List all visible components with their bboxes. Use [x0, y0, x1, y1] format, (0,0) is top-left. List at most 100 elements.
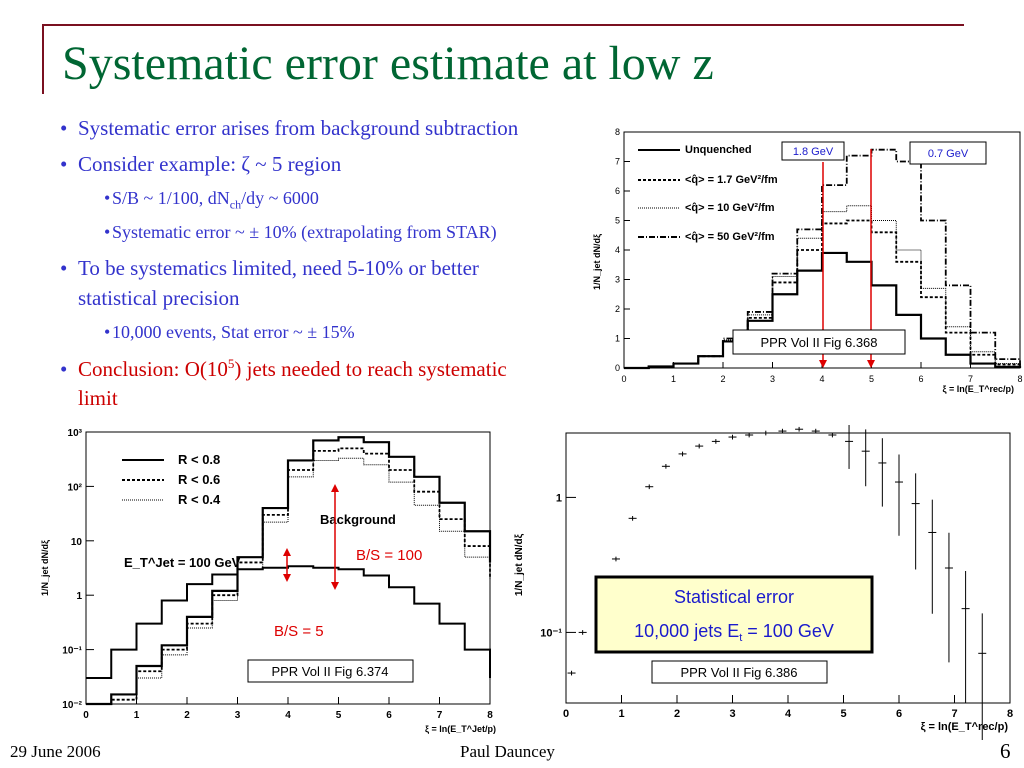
sub-bullet-3-text: 10,000 events, Stat error ~ ± 15% — [112, 322, 355, 342]
bullet-2-text-end: ~ 5 region — [250, 152, 342, 176]
bullet-4-sup: 5 — [227, 356, 235, 371]
legend-label-q17: <q̂> = 1.7 GeV²/fm — [685, 174, 778, 186]
sub-bullet-2-text: Systematic error ~ ± 10% (extrapolating … — [112, 222, 497, 242]
fig-ref-box — [732, 329, 906, 355]
sub-bullet-1-text-end: /dy ~ 6000 — [241, 188, 319, 208]
bullet-4-text-end: ) jets needed to reach systematic — [234, 357, 507, 381]
chart-fig-386: 1/N_jet dN/dξ 0 1 2 3 4 5 6 7 8 10⁻¹ 1 Statistical… — [514, 425, 1013, 740]
zeta-symbol: ζ — [241, 152, 250, 176]
bullet-3: • To be systematics limited, need 5-10% o… — [60, 256, 479, 280]
x-tick-label: 5 — [869, 374, 874, 384]
fig-ref-box — [651, 660, 828, 684]
y-tick-label: 10⁻¹ — [540, 627, 562, 639]
footer-date: 29 June 2006 — [10, 742, 101, 761]
bullet-3-line2: statistical precision — [78, 286, 240, 310]
footer-author: Paul Dauncey — [460, 742, 555, 761]
y-tick-label: 1 — [615, 334, 620, 344]
legend: R < 0.8 R < 0.6 R < 0.4 — [122, 452, 221, 507]
footer-page-number: 6 — [1000, 739, 1011, 763]
background-label: Background — [320, 512, 396, 527]
x-tick-label: 1 — [134, 710, 140, 721]
y-tick-label: 1 — [556, 492, 562, 504]
stat-error-title: Statistical error — [674, 587, 794, 607]
y-tick-label: 0 — [615, 363, 620, 373]
legend-label-q10: <q̂> = 10 GeV²/fm — [685, 202, 775, 214]
y-tick-label: 4 — [615, 245, 620, 255]
x-tick-label: 3 — [770, 374, 775, 384]
title-rule-side — [42, 24, 44, 94]
legend-label-r06: R < 0.6 — [178, 472, 220, 487]
title-rule-top — [42, 24, 964, 26]
arrowhead-1-8 — [819, 360, 827, 368]
x-tick-label: 8 — [487, 710, 493, 721]
x-tick-label: 4 — [285, 710, 291, 721]
y-tick-label: 2 — [615, 304, 620, 314]
label-0-7-gev: 0.7 GeV — [928, 148, 969, 160]
x-tick-label: 7 — [951, 708, 957, 720]
label-box-0-7 — [909, 141, 987, 165]
b-s-100-label: B/S = 100 — [356, 547, 422, 564]
bullet-3-text: To be systematics limited, need 5-10% or… — [78, 256, 479, 280]
x-axis-label: ξ = ln(E_T^Jet/p) — [425, 724, 496, 734]
y-axis-label: 1/N_jet dN/dξ — [514, 533, 525, 596]
y-tick-label: 8 — [615, 127, 620, 137]
y-tick-label: 10⁻² — [62, 700, 82, 711]
fig-ref-374: PPR Vol II Fig 6.374 — [271, 664, 388, 679]
arrowhead-bottom-100 — [331, 582, 339, 590]
x-tick-label: 7 — [437, 710, 443, 721]
sub-bullet-2: •Systematic error ~ ± 10% (extrapolating… — [104, 222, 497, 242]
x-tick-label: 7 — [968, 374, 973, 384]
stat-error-detail-sub: t — [739, 632, 742, 644]
y-axis-label: 1/N_jet dN/dξ — [592, 234, 602, 290]
y-axis-label: 1/N_jet dN/dξ — [40, 540, 50, 596]
x-tick-label: 4 — [819, 374, 824, 384]
label-box-1-8 — [781, 141, 845, 161]
sub-bullet-1-text: S/B ~ 1/100, dN — [112, 188, 230, 208]
y-tick-label: 7 — [615, 157, 620, 167]
legend: Unquenched <q̂> = 1.7 GeV²/fm <q̂> = 10 … — [638, 144, 778, 243]
arrowhead-bottom-5 — [283, 574, 291, 582]
bullet-1-text: Systematic error arises from background … — [78, 116, 519, 140]
sub-bullet-1: •S/B ~ 1/100, dNch/dy ~ 6000 — [104, 188, 319, 212]
series-line-1 — [86, 447, 491, 705]
y-tick-label: 10³ — [68, 428, 83, 439]
fig-ref-box — [247, 659, 414, 683]
legend-label-unquenched: Unquenched — [685, 144, 752, 156]
y-tick-label: 1 — [76, 591, 82, 602]
y-tick-label: 3 — [615, 275, 620, 285]
x-tick-label: 4 — [785, 708, 792, 720]
series-line-3 — [624, 148, 1021, 369]
legend-extra: E_T^Jet = 100 GeV — [124, 555, 241, 570]
sub-bullet-1-sub: ch — [229, 197, 242, 212]
sub-bullet-3: •10,000 events, Stat error ~ ± 15% — [104, 322, 355, 342]
bullet-4: • Conclusion: O(105) jets needed to reach… — [60, 356, 507, 381]
x-tick-label: 2 — [674, 708, 680, 720]
y-tick-label: 5 — [615, 216, 620, 226]
fig-ref-368: PPR Vol II Fig 6.368 — [760, 335, 877, 350]
legend-label-q50: <q̂> = 50 GeV²/fm — [685, 231, 775, 243]
bullet-1: • Systematic error arises from background… — [60, 116, 519, 140]
stat-error-detail: 10,000 jets Et = 100 GeV — [634, 621, 834, 644]
x-axis-label: ξ = ln(E_T^rec/p) — [921, 721, 1009, 733]
bullet-2: • Consider example: ζ ~ 5 region — [60, 152, 342, 176]
label-1-8-gev: 1.8 GeV — [793, 146, 834, 158]
slide-title: Systematic error estimate at low z — [62, 37, 714, 90]
x-tick-label: 8 — [1007, 708, 1013, 720]
x-tick-label: 5 — [336, 710, 342, 721]
y-tick-label: 10 — [71, 537, 83, 548]
x-tick-label: 3 — [235, 710, 241, 721]
y-tick-label: 6 — [615, 186, 620, 196]
bullet-4-line2: limit — [78, 386, 118, 410]
y-tick-label: 10² — [68, 482, 83, 493]
x-tick-label: 6 — [386, 710, 392, 721]
x-tick-label: 3 — [729, 708, 735, 720]
bullet-4-text: Conclusion: O(10 — [78, 357, 228, 381]
bullet-2-text: Consider example: — [78, 152, 242, 176]
x-tick-label: 6 — [918, 374, 923, 384]
series-line-3 — [86, 565, 491, 680]
x-tick-label: 0 — [83, 710, 89, 721]
b-s-5-label: B/S = 5 — [274, 623, 324, 640]
x-tick-label: 8 — [1017, 374, 1022, 384]
legend-label-r04: R < 0.4 — [178, 492, 221, 507]
fig-ref-386: PPR Vol II Fig 6.386 — [680, 665, 797, 680]
